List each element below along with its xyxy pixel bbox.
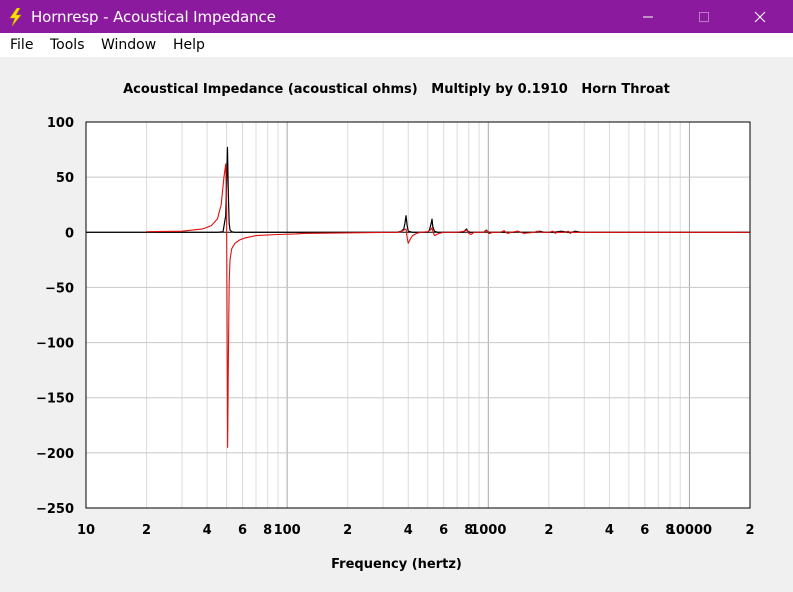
close-button[interactable] [737,0,783,33]
window-title: Hornresp - Acoustical Impedance [31,8,276,26]
y-tick-label: −150 [36,392,74,407]
lightning-bolt-icon [9,8,22,26]
x-tick-label: 6 [640,523,649,538]
series-red-line [146,163,750,448]
minimize-button[interactable] [625,0,671,33]
y-tick-label: 0 [65,226,74,241]
minimize-icon [643,16,653,18]
close-icon [754,11,766,23]
x-tick-label: 1000 [470,523,506,538]
x-axis-label: Frequency (hertz) [331,557,462,572]
x-tick-label: 2 [142,523,151,538]
menu-window[interactable]: Window [101,37,157,53]
x-tick-label: 4 [605,523,614,538]
x-tick-label: 100 [274,523,301,538]
x-tick-label: 2 [745,523,754,538]
series-group [86,146,750,448]
x-tick-label: 8 [464,523,473,538]
chart-title: Acoustical Impedance (acoustical ohms) M… [123,82,670,97]
grid [86,122,750,508]
x-tick-label: 10000 [667,523,712,538]
maximize-button[interactable] [681,0,727,33]
x-tick-label: 4 [203,523,212,538]
x-tick-label: 6 [439,523,448,538]
y-tick-label: −250 [36,502,74,517]
y-tick-label: 100 [47,116,74,131]
x-tick-label: 8 [263,523,272,538]
menu-tools[interactable]: Tools [50,37,85,53]
x-tick-label: 2 [544,523,553,538]
plot-area [85,121,751,509]
menu-bar: File Tools Window Help [0,33,793,57]
x-tick-label: 10 [77,523,95,538]
menu-file[interactable]: File [10,37,34,53]
y-tick-label: −100 [36,337,74,352]
plot-background [86,122,750,508]
menu-help[interactable]: Help [173,37,205,53]
maximize-icon [699,12,709,22]
x-tick-label: 8 [665,523,674,538]
y-tick-label: −200 [36,447,74,462]
x-tick-label: 4 [404,523,413,538]
y-tick-label: 50 [56,171,74,186]
x-tick-label: 2 [343,523,352,538]
y-tick-label: −50 [45,281,74,296]
x-tick-label: 6 [238,523,247,538]
title-bar: Hornresp - Acoustical Impedance [0,0,793,33]
